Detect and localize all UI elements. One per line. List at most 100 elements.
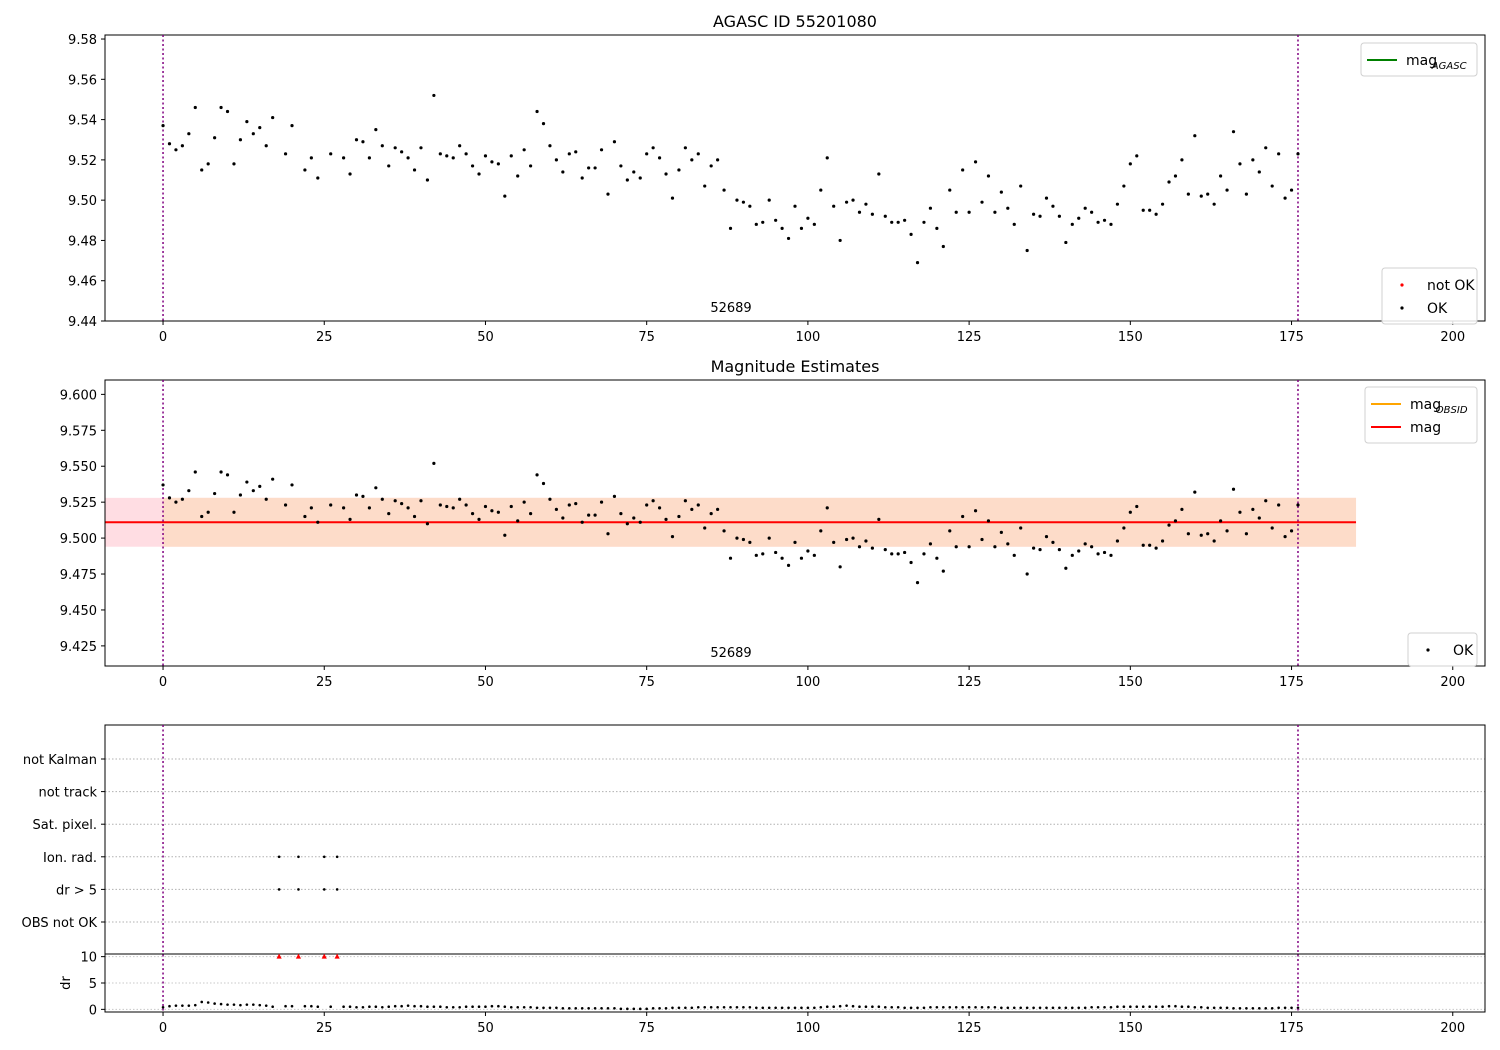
dr-point [567,1007,571,1010]
flag-row-label: not Kalman [23,753,97,768]
dr-point [1077,1006,1081,1010]
data-point-ok [567,152,571,156]
data-point-ok [664,172,668,176]
agasc-panel: AGASC ID 55201080 52689 0 25 50 75 100 125 150… [68,12,1486,345]
data-point-ok [915,260,920,265]
dr-point [600,1007,603,1010]
data-point-ok [1019,184,1023,188]
dr-point [709,1005,713,1009]
legend-dot-swatch [1400,306,1404,310]
dr-point [574,1007,578,1010]
dr-point [780,1006,784,1010]
data-point-ok [780,556,784,560]
data-point-ok [1277,503,1281,507]
data-point-ok [509,154,513,158]
data-point-ok [477,517,481,522]
data-point-ok [1051,204,1055,208]
data-point-ok [799,556,804,560]
data-point-ok [380,144,384,148]
data-point-ok [464,152,468,156]
flags-plot-area [104,724,1486,1013]
data-point-ok [187,489,191,493]
dr-tick-label: 5 [89,977,97,992]
agasc-panel-title: AGASC ID 55201080 [713,12,877,31]
data-point-ok [819,188,823,192]
dr-point [638,1007,642,1011]
data-point-ok [754,553,758,557]
dr-point [632,1007,636,1011]
data-point-ok [200,168,204,172]
dr-clipped-marker [276,953,282,959]
data-point-ok [1083,206,1087,210]
dr-point [967,1005,971,1009]
data-point-ok [264,497,268,501]
data-point-ok [1064,566,1068,570]
flag-point [335,888,339,891]
data-point-ok [367,156,371,160]
data-point-ok [1057,214,1061,218]
x-tick-label: 25 [316,675,333,690]
dr-point [497,1004,500,1008]
dr-point [271,1005,274,1009]
data-point-ok [774,218,778,222]
data-point-ok [1128,510,1132,514]
data-point-ok [973,160,978,164]
data-point-ok [251,489,255,493]
dr-point [1251,1007,1255,1010]
dr-point [1193,1005,1197,1009]
dr-point [374,1005,378,1009]
agasc-panel-annotation: 52689 [710,301,751,316]
data-point-ok [838,565,842,569]
data-point-ok [1148,543,1152,547]
flag-row-label: OBS not OK [22,916,98,931]
dr-point [1122,1005,1126,1009]
data-point-ok [400,150,404,154]
y-tick-label: 9.550 [60,460,97,475]
dr-point [671,1006,674,1010]
data-point-ok [245,120,249,124]
dr-point [400,1004,403,1008]
data-point-ok [490,160,494,164]
dr-point [987,1005,990,1009]
dr-point [432,1005,436,1009]
data-point-ok [1277,152,1281,156]
data-point-ok [258,484,262,488]
legend-label: OK [1427,301,1448,317]
x-tick-label: 200 [1440,675,1465,690]
dr-point [1019,1006,1023,1010]
data-point-ok [599,148,604,152]
data-point-ok [574,501,578,506]
data-point-ok [986,174,991,178]
data-point-ok [683,499,687,503]
data-point-ok [580,176,584,180]
flag-row-label: Sat. pixel. [33,818,97,833]
data-point-ok [1244,192,1249,196]
dr-point [368,1005,371,1009]
data-point-ok [761,220,765,224]
data-point-ok [883,547,887,552]
data-point-ok [516,174,520,178]
y-tick-label: 9.475 [60,568,97,583]
data-point-ok [548,497,552,501]
dr-point [458,1005,461,1009]
data-point-ok [1102,218,1107,222]
x-tick-label: 100 [795,330,820,345]
data-point-ok [1296,503,1300,507]
dr-point [793,1006,797,1010]
data-point-ok [825,506,829,510]
data-point-ok [264,144,268,148]
data-point-ok [464,503,468,507]
data-point-ok [283,152,288,156]
dr-point [748,1005,752,1009]
data-point-ok [651,499,655,503]
dr-point [664,1007,668,1010]
data-point-ok [1102,550,1107,555]
data-point-ok [657,156,662,160]
dr-point [1161,1005,1164,1009]
y-tick-label: 9.46 [68,275,97,290]
y-tick-label: 9.44 [68,315,97,330]
data-point-ok [180,144,184,148]
data-point-ok [670,535,675,539]
data-point-ok [1257,516,1261,520]
dr-point [864,1005,868,1009]
